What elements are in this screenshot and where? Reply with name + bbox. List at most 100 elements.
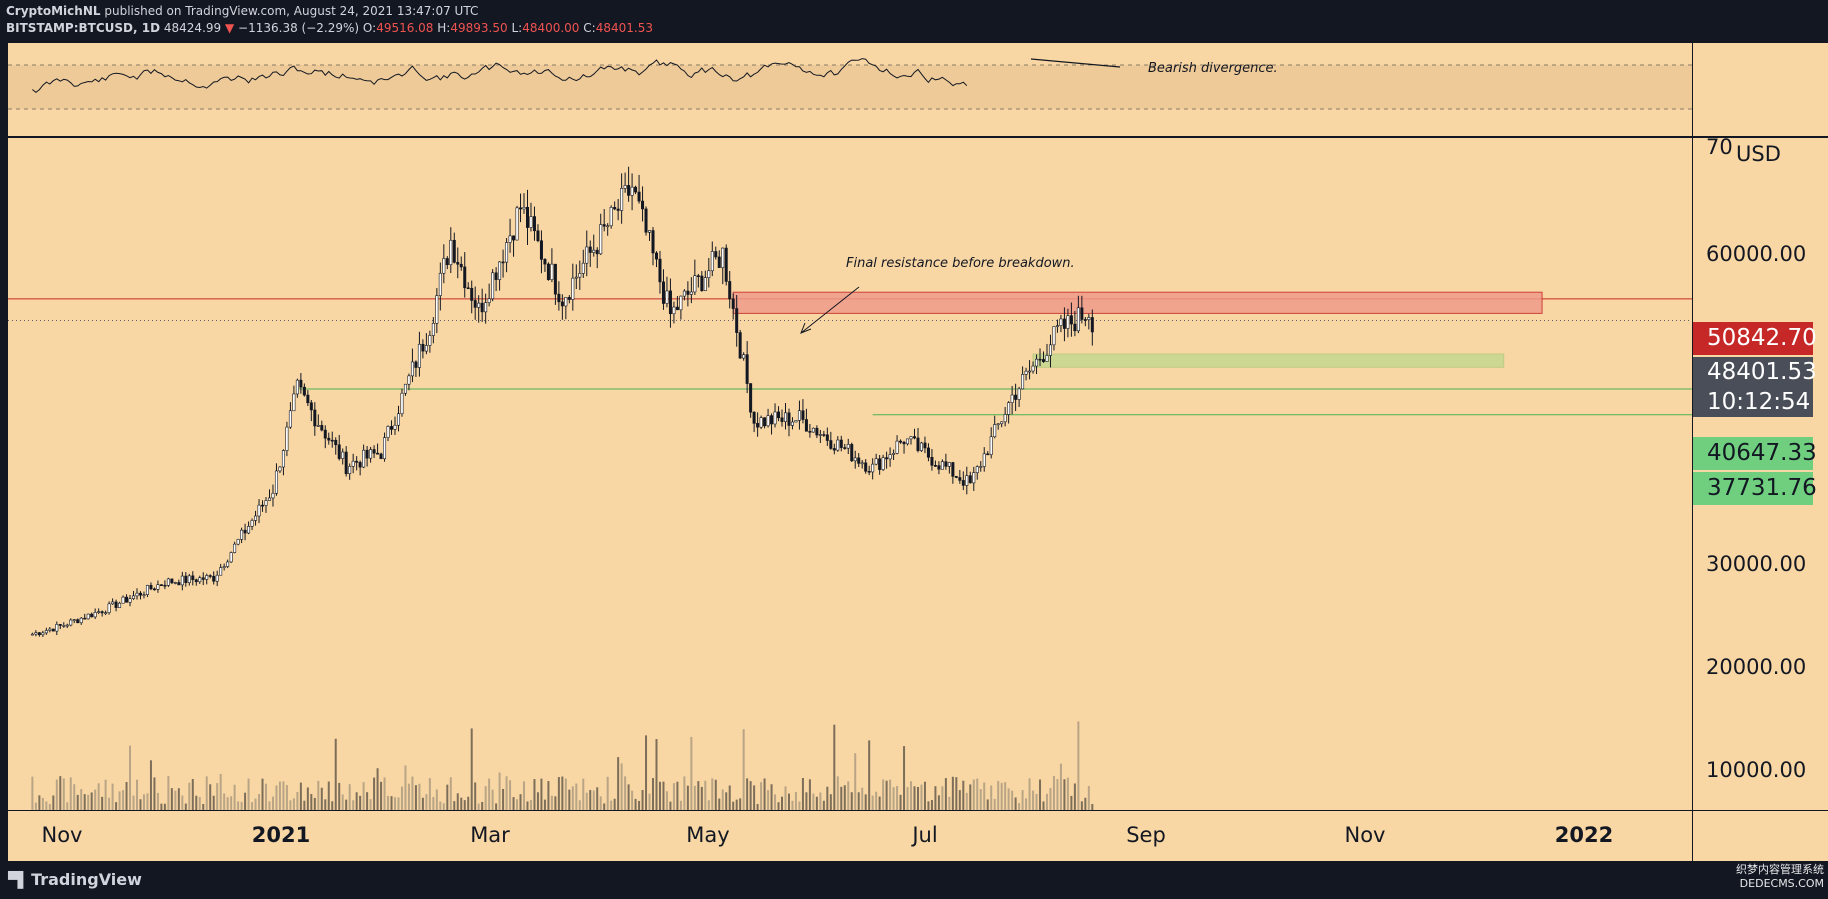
candle [773,411,777,425]
candle [58,624,62,626]
candle [993,424,997,438]
low-value: 48400.00 [522,21,580,35]
volume-bar [516,799,519,810]
rsi-line [32,58,968,94]
candle [330,439,334,442]
candle [696,275,700,278]
candle [271,492,275,499]
volume-bar [847,781,850,810]
candle [93,612,97,618]
volume-bar [156,792,159,810]
candle [864,462,868,472]
candle [163,584,167,587]
main-annotation[interactable]: Final resistance before breakdown. [846,256,1075,271]
volume-bar [990,785,993,810]
volume-bar [505,776,508,810]
candle [508,235,512,243]
volume-bar [167,776,170,810]
volume-bar [903,746,906,810]
volume-bar [603,803,606,810]
volume-bar [589,789,592,810]
volume-bar [843,785,846,810]
volume-bar [400,786,403,810]
candle [895,440,899,454]
candle [1048,344,1052,356]
candle [794,420,798,423]
volume-bar [1077,721,1080,810]
volume-bar [275,785,278,810]
candle [355,460,359,463]
candle [1076,307,1080,332]
volume-bar [198,797,201,810]
time-label: 2021 [251,823,311,847]
volume-bar [770,784,773,810]
volume-bar [111,783,114,810]
volume-bar [481,801,484,810]
rsi-pane[interactable]: Bearish divergence. [8,43,1692,136]
volume-bar [1011,790,1014,810]
candle [41,632,45,636]
high-label: H: [437,21,451,35]
candle [222,566,226,568]
candle [595,249,599,255]
volume-bar [387,795,390,810]
publish-text: published on TradingView.com, August 24,… [104,4,479,18]
volume-bar [1014,797,1017,810]
volume-bar [285,785,288,810]
rsi-annotation[interactable]: Bearish divergence. [1148,61,1278,76]
price-label: 20000.00 [1706,655,1807,679]
currency-unit[interactable]: USD [1736,142,1781,166]
symbol-label[interactable]: BITSTAMP:BTCUSD, 1D [6,21,161,35]
candle [299,379,303,388]
candle [602,224,606,227]
volume-bar [585,792,588,810]
time-axis[interactable]: Nov 2021 Mar May Jul Sep Nov 2022 [8,811,1692,861]
candle [843,447,847,449]
volume-bar [251,802,254,810]
rsi-axis[interactable] [1693,43,1828,136]
tradingview-logo[interactable]: ▀▌ TradingView [8,870,142,889]
candle [44,630,48,634]
candle [274,470,278,494]
candle [787,412,791,426]
volume-bar [739,798,742,810]
candle [1014,394,1018,400]
volume-bar [202,803,205,810]
candle [407,375,411,385]
price-chart-pane[interactable]: Final resistance before breakdown. [8,138,1692,810]
candle [627,185,631,196]
volume-bar [338,782,341,810]
volume-bar [923,781,926,810]
volume-bar [791,800,794,810]
candle [599,224,603,255]
author-name[interactable]: CryptoMichNL [6,4,101,18]
volume-bar [359,795,362,810]
volume-bar [543,799,546,810]
volume-bar [641,790,644,810]
volume-bar [390,796,393,810]
candle [466,287,470,290]
volume-bar [833,724,836,810]
volume-bar [620,763,623,810]
change-value: −1136.38 (−2.29%) [238,21,360,35]
volume-bar [951,776,954,810]
candle [1000,421,1004,425]
candle [100,611,104,614]
volume-bar [972,779,975,810]
volume-bar [819,792,822,810]
volume-bar [784,786,787,810]
candle [177,582,181,586]
volume-bar [1042,801,1045,810]
volume-bar [446,784,449,810]
pane-separator[interactable] [8,136,1828,138]
volume-bar [160,803,163,810]
volume-bar [578,800,581,810]
volume-bar [711,778,714,810]
candle [1045,355,1049,362]
candle [808,431,812,433]
candle [421,343,425,352]
candle [247,526,251,534]
candle [55,624,59,632]
candle [1024,370,1028,375]
candle [198,577,202,583]
